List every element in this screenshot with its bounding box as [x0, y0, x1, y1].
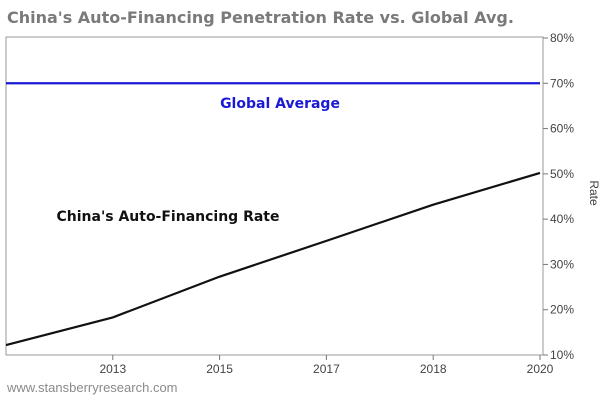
x-tick-label: 2013: [99, 362, 126, 376]
x-tick-label: 2020: [527, 362, 554, 376]
y-tick-label: 20%: [550, 303, 574, 317]
x-tick-label: 2018: [420, 362, 447, 376]
y-tick-label: 80%: [550, 31, 574, 45]
y-tick-label: 40%: [550, 212, 574, 226]
y-tick-label: 30%: [550, 257, 574, 271]
plot-area: [5, 36, 544, 356]
china-rate-label: China's Auto-Financing Rate: [57, 209, 280, 225]
chart-title: China's Auto-Financing Penetration Rate …: [7, 8, 514, 27]
y-tick-label: 50%: [550, 167, 574, 181]
y-tick-label: 10%: [550, 348, 574, 362]
global-average-label: Global Average: [220, 96, 340, 112]
watermark: www.stansberryresearch.com: [6, 380, 178, 395]
y-tick-label: 60%: [550, 122, 574, 136]
x-tick-label: 2017: [313, 362, 340, 376]
y-axis-label: Rate: [587, 180, 601, 206]
y-tick-label: 70%: [550, 76, 574, 90]
series-line-china-s-auto-financing-rate: [5, 171, 541, 347]
x-tick-label: 2015: [206, 362, 233, 376]
